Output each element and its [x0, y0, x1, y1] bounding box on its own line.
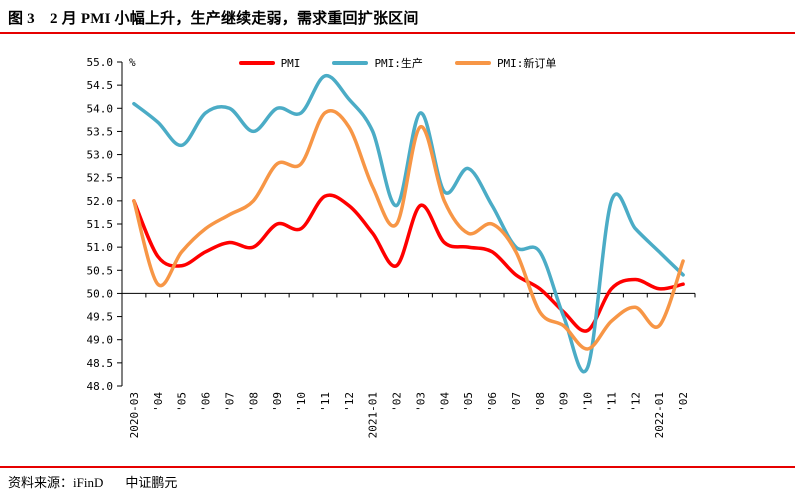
- x-tick-label: '12: [629, 392, 642, 412]
- legend-label-pmi: PMI: [280, 56, 301, 70]
- x-tick-label: '10: [295, 392, 308, 412]
- source-label: 资料来源：iFinD: [8, 475, 104, 490]
- y-tick-label: 49.5: [87, 311, 114, 324]
- x-tick-label: '07: [510, 392, 523, 412]
- y-tick-label: 51.0: [87, 241, 114, 254]
- x-tick-label: '11: [319, 392, 332, 412]
- x-tick-label: '02: [677, 392, 690, 412]
- x-tick-label: '09: [558, 392, 571, 412]
- series-line-2: [132, 108, 685, 351]
- footer-divider: [0, 466, 795, 468]
- y-tick-label: 52.0: [87, 195, 114, 208]
- y-tick-label: 53.5: [87, 125, 114, 138]
- y-tick-label: 50.0: [87, 287, 114, 300]
- x-tick-label: '09: [271, 392, 284, 412]
- y-tick-label: 54.5: [87, 79, 114, 92]
- x-tick-label: '03: [414, 392, 427, 412]
- x-tick-label: '04: [438, 392, 451, 412]
- x-tick-label: '12: [343, 392, 356, 412]
- figure-title: 图 3 2 月 PMI 小幅上升，生产继续走弱，需求重回扩张区间: [8, 11, 419, 27]
- x-tick-label: '02: [391, 392, 404, 412]
- x-tick-label: 2022-01: [653, 392, 666, 438]
- source-note: 资料来源：iFinD 中证鹏元: [8, 472, 177, 491]
- y-tick-label: 52.5: [87, 172, 114, 185]
- y-tick-label: 54.0: [87, 102, 114, 115]
- x-tick-label: 2020-03: [128, 392, 141, 438]
- x-tick-label: '05: [176, 392, 189, 412]
- x-tick-label: '06: [200, 392, 213, 412]
- title-divider: [0, 32, 795, 34]
- y-tick-label: 51.5: [87, 218, 114, 231]
- x-tick-label: '05: [462, 392, 475, 412]
- legend-label-new-orders: PMI:新订单: [496, 57, 557, 70]
- chart-canvas: 55.0 54.5 54.0 53.5 53.0 52.5 52.0 51.5 51.0 50.5…: [87, 56, 696, 438]
- legend-swatch-new-orders: [454, 61, 491, 65]
- y-tick-label: 53.0: [87, 149, 114, 162]
- x-tick-label: '11: [605, 392, 618, 412]
- y-tick-label: 55.0: [87, 56, 114, 69]
- x-tick-label: '06: [486, 392, 499, 412]
- legend-swatch-pmi: [238, 61, 275, 65]
- legend-item-production: PMI:生产: [332, 55, 423, 71]
- series-line-0: [132, 193, 685, 333]
- x-tick-label: '08: [247, 392, 260, 412]
- y-axis-unit: %: [129, 56, 136, 69]
- y-tick-label: 48.5: [87, 357, 114, 370]
- y-tick-label: 49.0: [87, 334, 114, 347]
- y-tick-label: 48.0: [87, 380, 114, 393]
- legend-item-pmi: PMI: [238, 56, 301, 70]
- x-tick-label: '04: [152, 392, 165, 412]
- chart-legend: PMI PMI:生产 PMI:新订单: [0, 55, 795, 71]
- x-tick-label: '07: [223, 392, 236, 412]
- source-company: 中证鹏元: [125, 475, 178, 490]
- legend-swatch-production: [332, 61, 369, 65]
- series-line-1: [132, 74, 685, 374]
- x-tick-label: '08: [534, 392, 547, 412]
- x-tick-label: '10: [582, 392, 595, 412]
- y-tick-label: 50.5: [87, 264, 114, 277]
- legend-label-production: PMI:生产: [374, 57, 423, 70]
- legend-item-new-orders: PMI:新订单: [454, 55, 557, 71]
- x-tick-label: 2021-01: [367, 392, 380, 438]
